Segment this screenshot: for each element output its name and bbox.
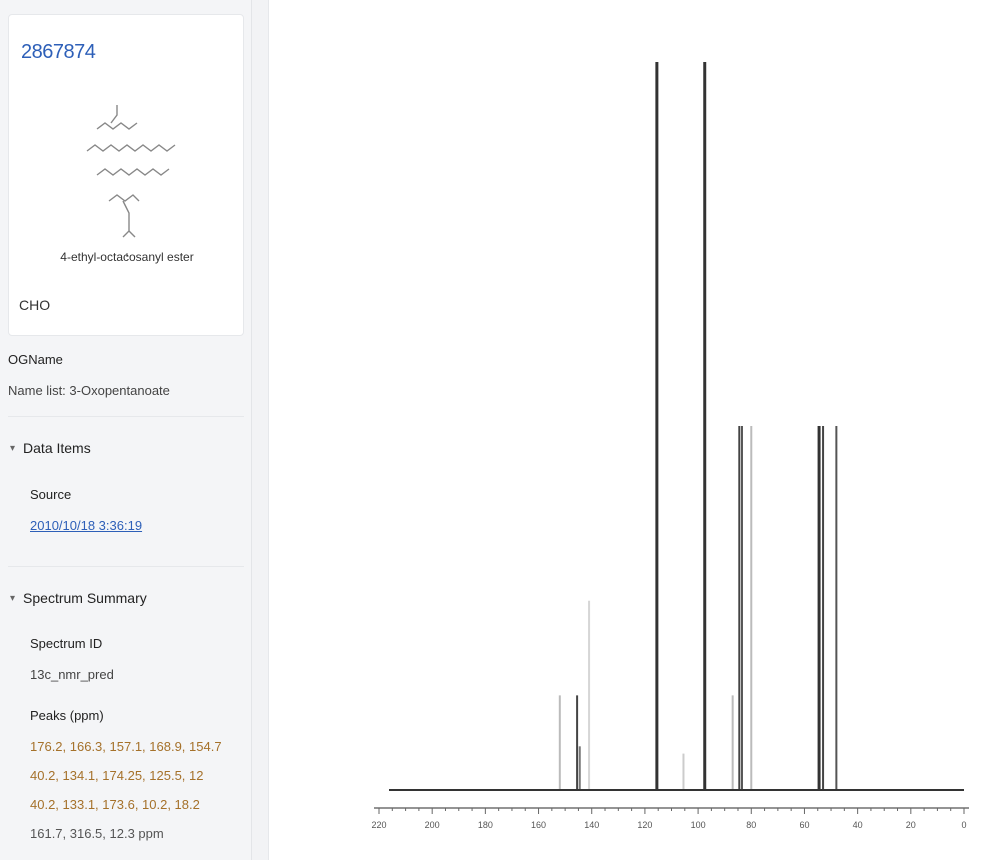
compound-name: 4-ethyl-octacosanyl ester: [60, 250, 194, 264]
name-list: Name list: 3-Oxopentanoate: [8, 383, 170, 398]
x-axis-tick-label: 20: [906, 820, 916, 830]
x-axis-tick-label: 60: [799, 820, 809, 830]
compound-sidebar: 2867874 4-ethyl-octacosanyl ester CHO OG…: [0, 0, 252, 860]
spectrum-summary-toggle[interactable]: ▾ Spectrum Summary: [10, 590, 147, 606]
peak-list-line: 40.2, 133.1, 173.6, 10.2, 18.2: [30, 797, 200, 812]
compound-id-link[interactable]: 2867874: [21, 41, 96, 63]
divider: [8, 566, 244, 567]
x-axis-tick-label: 200: [425, 820, 440, 830]
chevron-down-icon: ▾: [10, 442, 16, 454]
x-axis-tick-label: 160: [531, 820, 546, 830]
x-axis-tick-label: 120: [637, 820, 652, 830]
peak-list-line: 176.2, 166.3, 157.1, 168.9, 154.7: [30, 739, 222, 754]
peaks-label: Peaks (ppm): [30, 708, 104, 723]
compound-card: 2867874 4-ethyl-octacosanyl ester CHO: [8, 14, 244, 336]
source-label: Source: [30, 487, 72, 502]
divider: [8, 416, 244, 417]
x-axis-tick-label: 80: [746, 820, 756, 830]
data-items-toggle[interactable]: ▾ Data Items: [10, 440, 91, 456]
x-axis-tick-label: 100: [691, 820, 706, 830]
x-axis-tick-label: 0: [961, 820, 966, 830]
peak-list-line: 40.2, 134.1, 174.25, 125.5, 12: [30, 768, 204, 783]
nmr-spectrum-chart[interactable]: 220 200 180 160 140 120 100 80 60 40 20 0: [269, 0, 989, 860]
molecule-structure-image: [86, 105, 176, 257]
spectrum-id-label: Spectrum ID: [30, 636, 103, 651]
source-date-link[interactable]: 2010/10/18 3:36:19: [30, 518, 143, 533]
spectrum-id-value: 13c_nmr_pred: [30, 667, 114, 682]
spectrum-panel: 220 200 180 160 140 120 100 80 60 40 20 0: [268, 0, 989, 860]
molecular-formula: CHO: [19, 297, 51, 313]
x-axis-tick-label: 140: [584, 820, 599, 830]
x-axis-tick-label: 220: [371, 820, 386, 830]
x-axis-tick-label: 180: [478, 820, 493, 830]
x-axis-tick-label: 40: [853, 820, 863, 830]
owner-label: OGName: [8, 352, 63, 367]
peak-list-line: 161.7, 316.5, 12.3 ppm: [30, 826, 164, 841]
chevron-down-icon: ▾: [10, 592, 16, 604]
